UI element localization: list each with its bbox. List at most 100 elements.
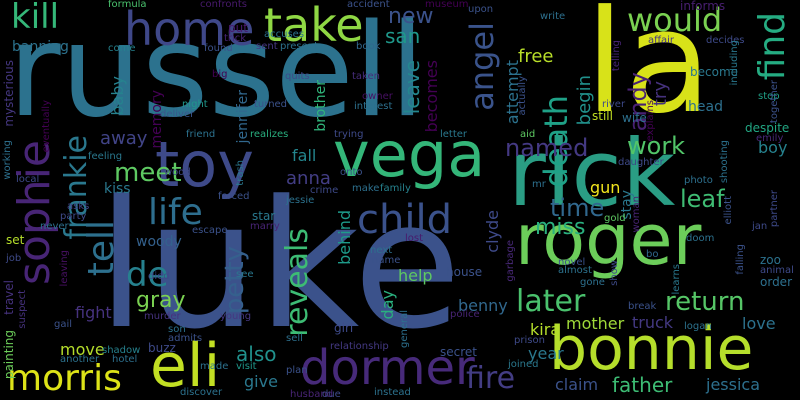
- word-clyde: clyde: [483, 210, 502, 253]
- word-another: another: [60, 354, 100, 365]
- word-local: local: [16, 174, 40, 185]
- word-woman: woman: [631, 196, 642, 233]
- word-hotel: hotel: [112, 354, 138, 365]
- word-still: still: [592, 109, 613, 123]
- word-return: return: [665, 287, 745, 317]
- word-interest: interest: [354, 101, 393, 112]
- word-never: never: [40, 221, 69, 232]
- word-husband: husband: [290, 389, 334, 400]
- word-asks: asks: [67, 201, 90, 212]
- word-murder: murder: [144, 311, 181, 322]
- word-deliver: deliver: [160, 109, 195, 120]
- word-leaf: leaf: [680, 185, 725, 213]
- word-crime: crime: [310, 185, 339, 196]
- word-gold: gold: [604, 213, 626, 224]
- word-miss: miss: [535, 215, 586, 240]
- word-find: find: [752, 12, 793, 81]
- word-leaving: leaving: [59, 250, 70, 287]
- word-kill: kill: [11, 0, 60, 37]
- word-new: new: [388, 4, 434, 29]
- word-next: next: [370, 245, 393, 256]
- word-trash: trash: [235, 160, 246, 186]
- word-away: away: [100, 128, 148, 149]
- word-name: name: [372, 255, 401, 266]
- word-head: head: [688, 99, 723, 115]
- word-discover: discover: [180, 387, 223, 398]
- word-shooting: shooting: [719, 140, 730, 184]
- word-party: party: [60, 211, 87, 222]
- word-roger: roger: [515, 199, 702, 281]
- word-becomes: becomes: [422, 60, 441, 133]
- word-accuses: accuses: [264, 29, 305, 40]
- word-job: job: [6, 253, 22, 264]
- word-child: child: [357, 197, 452, 243]
- word-suspect: suspect: [17, 290, 28, 329]
- word-prison: prison: [514, 335, 545, 346]
- word-leave: leave: [400, 60, 424, 115]
- word-named: named: [505, 134, 589, 162]
- word-including: including: [729, 40, 740, 86]
- word-kira: kira: [530, 320, 561, 339]
- word-taken: taken: [352, 71, 380, 82]
- word-river: river: [602, 99, 626, 110]
- word-russell: russell: [8, 0, 425, 146]
- word-photo: photo: [684, 175, 713, 186]
- word-home: home: [124, 2, 255, 56]
- word-claim: claim: [555, 375, 599, 394]
- word-fall: fall: [292, 146, 317, 165]
- word-de: de: [126, 255, 169, 295]
- word-museum: museum: [425, 0, 469, 10]
- word-put: put: [228, 21, 248, 35]
- word-logan: logan: [684, 321, 712, 332]
- word-telling: telling: [611, 40, 622, 72]
- word-mother: mother: [566, 314, 625, 333]
- word-together: together: [769, 80, 780, 124]
- word-partner: partner: [769, 190, 780, 228]
- word-gail: gail: [54, 319, 73, 330]
- word-died: died: [148, 271, 170, 282]
- word-falling: falling: [735, 244, 746, 275]
- word-working: working: [2, 140, 13, 180]
- word-anna: anna: [286, 168, 331, 189]
- word-lost: lost: [405, 233, 424, 244]
- word-almost: almost: [558, 265, 592, 276]
- word-big: big: [212, 69, 228, 80]
- word-son: son: [168, 324, 186, 335]
- word-animal: animal: [760, 265, 794, 276]
- word-see: see: [236, 269, 254, 280]
- word-bonnie: bonnie: [549, 314, 754, 384]
- word-wood: wood: [164, 167, 191, 178]
- word-mr: mr: [532, 179, 546, 190]
- word-luke: luke: [97, 163, 462, 368]
- word-reveals: reveals: [280, 228, 315, 337]
- word-woody: woody: [136, 234, 182, 250]
- word-order: order: [760, 275, 792, 289]
- word-la: la: [585, 0, 712, 145]
- word-explains: explains: [645, 100, 656, 142]
- word-mysterious: mysterious: [2, 60, 16, 127]
- word-found: found: [204, 43, 233, 54]
- word-friend: friend: [186, 129, 216, 140]
- word-buzz: buzz: [148, 341, 176, 355]
- word-move: move: [60, 340, 105, 359]
- word-fire: fire: [466, 361, 516, 396]
- word-decides: decides: [706, 35, 745, 46]
- word-garbage: garbage: [505, 240, 516, 282]
- word-formula: formula: [108, 0, 147, 10]
- word-day: day: [378, 290, 397, 320]
- word-wife: wife: [622, 111, 647, 125]
- word-joined: joined: [508, 359, 539, 370]
- word-quits: quits: [285, 71, 310, 82]
- word-trying: trying: [334, 129, 364, 140]
- word-police: police: [450, 309, 480, 320]
- word-relationship: relationship: [330, 341, 389, 352]
- word-vega: vega: [333, 118, 486, 191]
- word-onto: onto: [340, 167, 363, 178]
- word-life: life: [148, 192, 203, 233]
- word-gun: gun: [590, 178, 621, 197]
- word-father: father: [612, 373, 673, 397]
- word-brother: brother: [313, 80, 329, 132]
- word-travel: travel: [2, 280, 16, 315]
- word-bo: bo: [646, 249, 659, 260]
- word-daughter: daughter: [618, 157, 664, 168]
